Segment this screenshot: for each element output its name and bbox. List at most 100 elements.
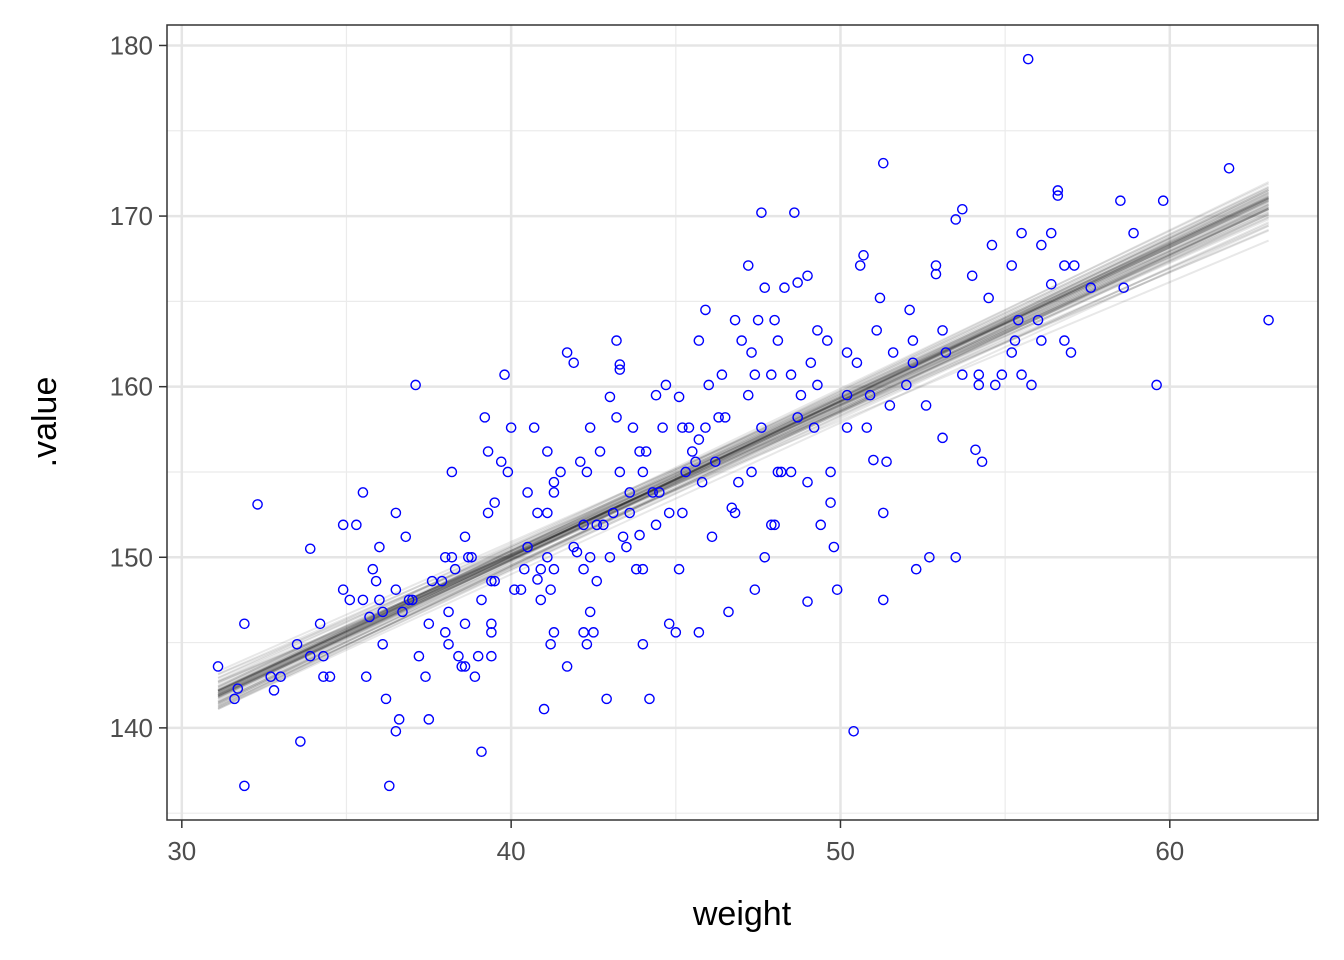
data-point	[700, 304, 711, 316]
data-point	[769, 314, 780, 326]
data-point	[634, 446, 645, 457]
data-point	[871, 325, 883, 336]
data-point	[996, 369, 1008, 381]
data-point	[1128, 227, 1139, 239]
data-point	[841, 347, 853, 358]
fit-line	[217, 216, 1270, 692]
data-point	[910, 563, 922, 575]
data-point	[1085, 282, 1097, 294]
data-point	[407, 594, 418, 606]
data-point	[1045, 279, 1057, 290]
y-axis-title: .value	[26, 377, 64, 468]
data-point	[436, 575, 448, 587]
fit-line	[217, 194, 1270, 694]
data-point	[749, 584, 761, 595]
data-point	[812, 325, 823, 336]
fit-line	[217, 197, 1270, 698]
fit-line	[217, 198, 1270, 698]
data-point	[1157, 195, 1169, 207]
data-point	[742, 389, 754, 401]
data-point	[295, 736, 306, 747]
data-point	[1052, 185, 1064, 196]
data-point	[601, 693, 612, 705]
data-point	[377, 638, 389, 650]
data-point	[367, 563, 379, 575]
fit-line	[217, 206, 1270, 708]
fit-line	[217, 197, 1270, 679]
data-point	[584, 606, 596, 618]
data-point	[449, 563, 461, 575]
data-point	[736, 335, 747, 346]
data-point	[318, 671, 329, 682]
data-point	[624, 487, 636, 498]
data-point	[617, 531, 629, 543]
data-point	[1016, 227, 1027, 239]
data-point	[357, 487, 369, 498]
fit-line	[217, 199, 1270, 696]
data-point	[476, 746, 487, 758]
data-point	[634, 529, 645, 541]
data-point	[598, 519, 609, 531]
data-point	[696, 476, 708, 488]
data-point	[920, 400, 932, 411]
fit-line	[217, 221, 1270, 705]
data-point	[851, 357, 863, 369]
x-tick-label: 50	[826, 836, 855, 866]
data-point	[390, 507, 402, 519]
data-point	[548, 487, 560, 498]
data-point	[1006, 347, 1018, 358]
data-point	[815, 519, 827, 531]
data-point	[232, 683, 244, 694]
data-point	[360, 671, 372, 682]
data-point	[966, 270, 978, 282]
data-point	[746, 347, 757, 358]
data-point	[937, 325, 948, 336]
data-point	[578, 563, 589, 575]
data-point	[555, 466, 566, 478]
y-tick-label: 160	[110, 372, 153, 402]
data-point	[482, 507, 494, 519]
data-point	[785, 466, 797, 478]
data-point	[637, 638, 649, 650]
data-point	[640, 446, 652, 457]
data-point	[868, 454, 879, 466]
data-point	[542, 446, 553, 457]
data-point	[459, 618, 471, 630]
fit-line	[217, 195, 1270, 699]
data-point	[808, 422, 820, 433]
data-point	[581, 466, 593, 478]
data-point	[759, 551, 771, 563]
data-point	[578, 519, 589, 531]
data-point	[660, 379, 672, 391]
data-point	[884, 400, 896, 411]
data-point	[647, 487, 659, 498]
data-point	[374, 594, 385, 606]
fit-line	[217, 188, 1270, 701]
data-point	[877, 157, 889, 169]
data-point	[637, 563, 649, 575]
fit-line	[217, 224, 1270, 710]
data-point	[686, 446, 698, 457]
fit-line	[217, 196, 1270, 693]
data-point	[644, 693, 655, 705]
data-point	[357, 594, 369, 606]
data-point	[1013, 314, 1024, 326]
data-point	[1045, 227, 1057, 239]
y-axis: 140 150 160 170 180	[110, 30, 167, 743]
data-point	[624, 507, 636, 519]
data-point	[957, 203, 968, 215]
data-point	[785, 369, 797, 381]
fit-line	[217, 207, 1270, 698]
fit-line	[217, 202, 1270, 682]
data-point	[693, 335, 705, 346]
fit-line	[217, 197, 1270, 697]
data-point	[677, 507, 688, 519]
data-point	[604, 391, 616, 403]
fit-line	[217, 208, 1270, 697]
data-point	[522, 541, 533, 553]
data-point	[509, 584, 520, 595]
data-point	[304, 650, 316, 662]
data-point	[877, 594, 889, 606]
